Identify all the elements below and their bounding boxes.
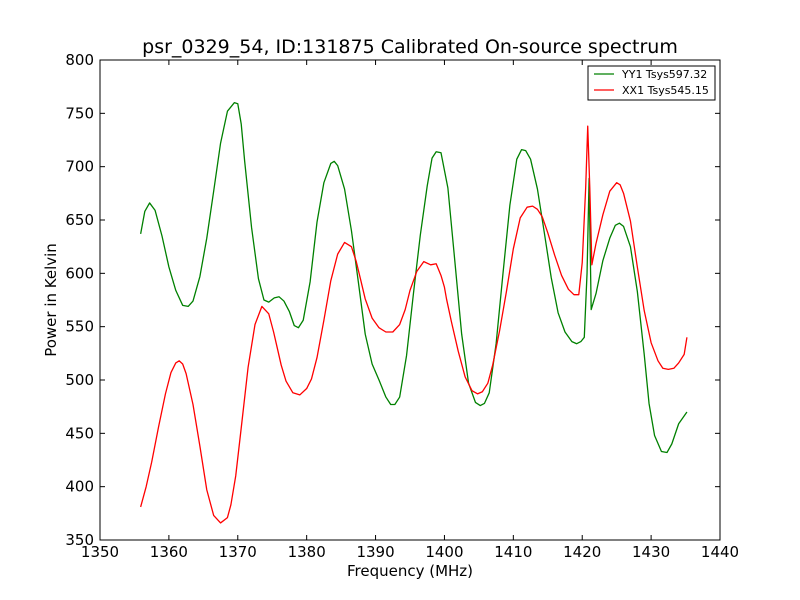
x-tick-label: 1440 — [701, 543, 739, 561]
y-tick-label: 750 — [65, 104, 94, 122]
plot-frame — [99, 59, 721, 541]
y-tick-label: 550 — [65, 318, 94, 336]
x-tick-label: 1420 — [563, 543, 601, 561]
series-line-yy1 — [140, 102, 688, 454]
x-tick-label: 1380 — [288, 543, 326, 561]
y-tick-label: 700 — [65, 158, 94, 176]
legend: YY1 Tsys597.32 XX1 Tsys545.15 — [587, 65, 716, 101]
x-tick-label: 1400 — [425, 543, 463, 561]
y-tick-label: 650 — [65, 211, 94, 229]
legend-box — [587, 65, 716, 101]
y-tick-label: 800 — [65, 51, 94, 69]
y-tick-label: 600 — [65, 264, 94, 282]
chart-title: psr_0329_54, ID:131875 Calibrated On-sou… — [142, 36, 678, 58]
x-axis-label: Frequency (MHz) — [347, 562, 473, 580]
x-tick-label: 1360 — [150, 543, 188, 561]
y-tick-label: 350 — [65, 531, 94, 549]
x-tick-label: 1350 — [81, 543, 119, 561]
x-tick-label: 1430 — [632, 543, 670, 561]
legend-label-yy1: YY1 Tsys597.32 — [621, 68, 707, 81]
series-line-xx1 — [140, 125, 688, 524]
y-tick-label: 500 — [65, 371, 94, 389]
x-tick-label: 1390 — [356, 543, 394, 561]
x-tick-label: 1370 — [219, 543, 257, 561]
legend-label-xx1: XX1 Tsys545.15 — [622, 84, 709, 97]
y-tick-label: 400 — [65, 478, 94, 496]
y-tick-label: 450 — [65, 424, 94, 442]
x-tick-label: 1410 — [494, 543, 532, 561]
plot-area — [140, 102, 688, 524]
y-axis-label: Power in Kelvin — [42, 243, 60, 357]
axis-ticks: 1350 1360 1370 1380 1390 1400 1410 1420 1430 1440… — [65, 51, 739, 561]
